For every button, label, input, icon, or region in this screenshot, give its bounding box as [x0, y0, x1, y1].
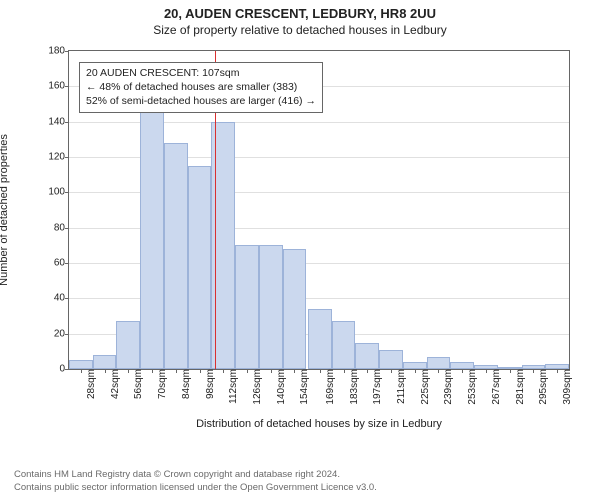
histogram-bar [259, 245, 283, 369]
y-tick-label: 160 [48, 81, 69, 92]
x-tick-mark [128, 369, 129, 373]
footer-attribution: Contains HM Land Registry data © Crown c… [14, 469, 377, 494]
x-tick-mark [247, 369, 248, 373]
y-tick-label: 120 [48, 152, 69, 163]
histogram-bar [283, 249, 307, 369]
x-tick-mark [271, 369, 272, 373]
x-tick-mark [533, 369, 534, 373]
x-tick-label: 253sqm [465, 369, 478, 405]
histogram-bar [140, 108, 164, 369]
x-tick-mark [557, 369, 558, 373]
x-tick-mark [438, 369, 439, 373]
x-tick-mark [81, 369, 82, 373]
histogram-bar [308, 309, 332, 369]
plot-area: 02040608010012014016018028sqm42sqm56sqm7… [68, 50, 570, 370]
histogram-bar [69, 360, 93, 369]
x-tick-mark [415, 369, 416, 373]
histogram-bar [379, 350, 403, 369]
annotation-line: ← 48% of detached houses are smaller (38… [86, 80, 316, 94]
x-tick-mark [294, 369, 295, 373]
x-tick-mark [510, 369, 511, 373]
x-tick-mark [320, 369, 321, 373]
histogram-bar [403, 362, 427, 369]
histogram-bar [93, 355, 117, 369]
x-tick-label: 56sqm [131, 369, 144, 399]
page-title: 20, AUDEN CRESCENT, LEDBURY, HR8 2UU [0, 0, 600, 21]
x-tick-label: 112sqm [226, 369, 239, 404]
histogram-bar [427, 357, 451, 369]
x-tick-mark [486, 369, 487, 373]
x-tick-label: 225sqm [418, 369, 431, 405]
footer-line: Contains HM Land Registry data © Crown c… [14, 469, 377, 481]
x-tick-mark [152, 369, 153, 373]
x-tick-label: 183sqm [347, 369, 360, 405]
y-tick-label: 140 [48, 116, 69, 127]
x-tick-mark [200, 369, 201, 373]
histogram-bar [164, 143, 188, 369]
x-tick-label: 140sqm [274, 369, 287, 405]
y-tick-label: 40 [54, 293, 69, 304]
x-tick-mark [367, 369, 368, 373]
annotation-box: 20 AUDEN CRESCENT: 107sqm← 48% of detach… [79, 62, 323, 113]
footer-line: Contains public sector information licen… [14, 482, 377, 494]
histogram-bar [355, 343, 379, 370]
x-tick-mark [176, 369, 177, 373]
x-tick-label: 239sqm [441, 369, 454, 405]
x-tick-label: 98sqm [203, 369, 216, 399]
x-tick-label: 154sqm [297, 369, 310, 405]
x-tick-label: 28sqm [84, 369, 97, 399]
histogram-bar [188, 166, 212, 369]
page-subtitle: Size of property relative to detached ho… [0, 21, 600, 41]
x-tick-mark [105, 369, 106, 373]
y-tick-label: 60 [54, 258, 69, 269]
y-tick-label: 80 [54, 222, 69, 233]
annotation-line: 20 AUDEN CRESCENT: 107sqm [86, 66, 316, 80]
x-tick-label: 70sqm [155, 369, 168, 399]
x-tick-label: 84sqm [179, 369, 192, 399]
x-tick-mark [344, 369, 345, 373]
histogram-bar [332, 321, 356, 369]
x-tick-label: 42sqm [108, 369, 121, 399]
x-tick-mark [391, 369, 392, 373]
y-tick-label: 20 [54, 328, 69, 339]
histogram-chart: Number of detached properties 0204060801… [0, 40, 600, 440]
histogram-bar [235, 245, 259, 369]
x-tick-label: 126sqm [250, 369, 263, 405]
annotation-line: 52% of semi-detached houses are larger (… [86, 94, 316, 108]
x-tick-label: 295sqm [536, 369, 549, 405]
x-tick-mark [223, 369, 224, 373]
x-tick-label: 281sqm [513, 369, 526, 405]
histogram-bar [116, 321, 140, 369]
y-tick-label: 100 [48, 187, 69, 198]
x-axis-label: Distribution of detached houses by size … [68, 418, 570, 430]
x-tick-mark [462, 369, 463, 373]
x-tick-label: 309sqm [560, 369, 573, 405]
histogram-bar [450, 362, 474, 369]
x-tick-label: 169sqm [323, 369, 336, 405]
x-tick-label: 211sqm [394, 369, 407, 404]
y-tick-label: 180 [48, 46, 69, 57]
x-tick-label: 267sqm [489, 369, 502, 405]
x-tick-label: 197sqm [370, 369, 383, 405]
y-tick-label: 0 [59, 364, 69, 375]
